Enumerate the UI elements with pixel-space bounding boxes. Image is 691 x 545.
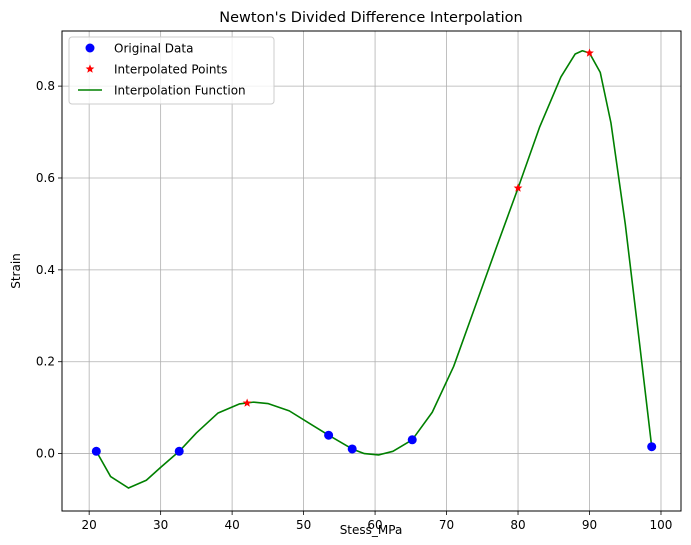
x-tick-label: 30: [153, 518, 168, 532]
original-data-point: [647, 442, 657, 452]
plot-frame: [61, 30, 682, 512]
interpolated-point: [585, 48, 594, 57]
original-data-point: [347, 444, 357, 454]
y-tick-label: 0.6: [36, 171, 55, 185]
y-axis-label: Strain: [9, 253, 23, 289]
interpolated-point: [513, 183, 523, 192]
original-data-point: [324, 430, 334, 440]
original-data-point: [407, 435, 417, 445]
x-tick-label: 80: [510, 518, 525, 532]
data-layer: [91, 48, 657, 489]
legend-label: Interpolation Function: [114, 84, 246, 98]
x-tick-label: 100: [650, 518, 673, 532]
x-tick-label: 50: [296, 518, 311, 532]
y-tick-label: 0.2: [36, 355, 55, 369]
legend-frame: [68, 36, 275, 105]
x-tick-label: 40: [224, 518, 239, 532]
x-tick-label: 90: [582, 518, 597, 532]
x-tick-label: 60: [367, 518, 382, 532]
x-axis-label: Stess_MPa: [340, 523, 403, 537]
legend-marker-swatch: [85, 64, 95, 73]
original-data-point: [174, 446, 184, 456]
axis-ticks: 20 30 40 50 60 70 80 90 100 0.0 0.2 0.4 0.6 0.8: [36, 79, 673, 532]
legend-label: Original Data: [114, 42, 193, 56]
y-tick-label: 0.8: [36, 79, 55, 93]
y-tick-label: 0.4: [36, 263, 55, 277]
legend-label: Interpolated Points: [114, 63, 227, 77]
plot-area: [62, 31, 681, 511]
interpolated-point: [242, 398, 252, 407]
chart-title: Newton's Divided Difference Interpolatio…: [219, 10, 522, 26]
original-data-point: [91, 446, 101, 456]
y-tick-label: 0.0: [36, 447, 55, 461]
legend: Original Data Interpolated Points Interpol…: [68, 36, 275, 105]
x-tick-label: 20: [82, 518, 97, 532]
legend-marker-swatch: [85, 43, 95, 53]
x-tick-label: 70: [439, 518, 454, 532]
